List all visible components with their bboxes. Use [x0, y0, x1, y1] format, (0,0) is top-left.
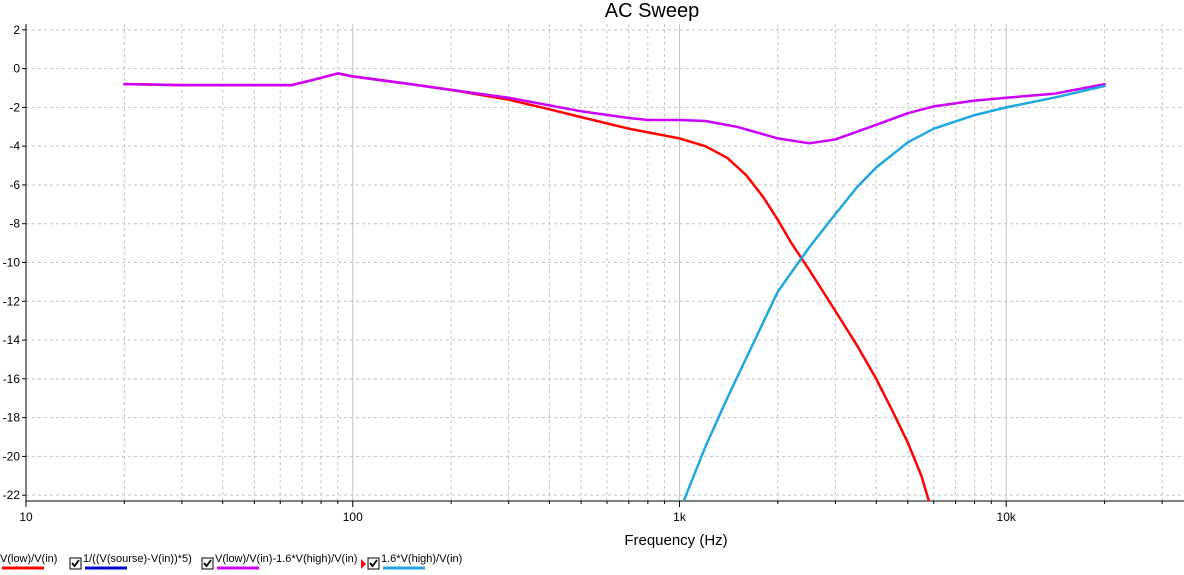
y-tick-label: -18 [3, 411, 21, 425]
x-tick-label: 10k [997, 510, 1017, 524]
y-tick-label: -2 [9, 100, 20, 114]
legend-entry-4[interactable]: 1.6*V(high)/V(in) [361, 553, 462, 570]
y-tick-label: -16 [3, 372, 21, 386]
series-line-4[interactable] [682, 84, 1106, 501]
legend-label: V(low)/V(in) [0, 553, 57, 565]
y-tick-label: -4 [9, 139, 20, 153]
check-icon [203, 559, 212, 568]
y-tick-label: -10 [3, 256, 21, 270]
legend-entry-1[interactable]: V(low)/V(in) [0, 553, 57, 570]
y-tick-label: -20 [3, 449, 21, 463]
axes: 2 0 -2 -4 -6 -8 -10 -12 -14 -16 -18 -20 -22 10 100 1k 10… [3, 23, 1184, 524]
plot-area[interactable] [123, 72, 1106, 501]
check-icon [369, 559, 378, 568]
legend-label: 1.6*V(high)/V(in) [381, 553, 462, 565]
y-tick-label: 2 [13, 23, 20, 37]
series-line-3[interactable] [123, 72, 1106, 145]
x-tick-label: 10 [19, 510, 33, 524]
y-tick-label: -22 [3, 488, 21, 502]
cursor-marker-icon [361, 559, 366, 569]
legend-entry-2[interactable]: 1/((V(sourse)-V(in))*5) [69, 553, 192, 570]
x-tick-label: 100 [343, 510, 363, 524]
x-axis-label: Frequency (Hz) [624, 532, 727, 549]
y-tick-label: -12 [3, 294, 21, 308]
check-icon [71, 559, 80, 568]
grid [26, 24, 1184, 501]
legend-entry-3[interactable]: V(low)/V(in)-1.6*V(high)/V(in) [201, 553, 357, 570]
chart-title: AC Sweep [605, 0, 700, 22]
y-tick-label: -6 [9, 178, 20, 192]
y-tick-label: -8 [9, 217, 20, 231]
x-tick-label: 1k [673, 510, 687, 524]
y-tick-label: 0 [13, 62, 20, 76]
legend: V(low)/V(in) 1/((V(sourse)-V(in))*5) V(low… [0, 553, 462, 570]
legend-label: V(low)/V(in)-1.6*V(high)/V(in) [215, 553, 357, 565]
legend-label: 1/((V(sourse)-V(in))*5) [83, 553, 192, 565]
y-tick-label: -14 [3, 333, 21, 347]
